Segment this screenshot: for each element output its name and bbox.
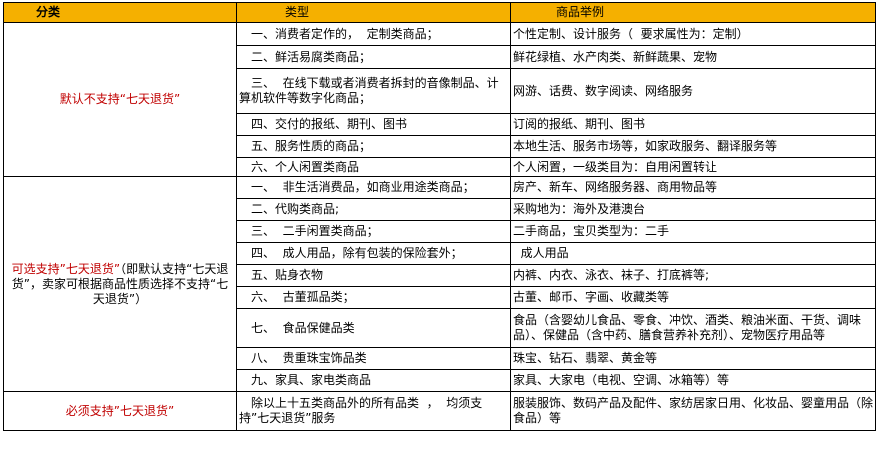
type-cell: 三、 在线下载或者消费者拆封的音像制品、计算机软件等数字化商品； [236, 68, 511, 114]
table-row: 必须支持”七天退货” 除以上十五类商品外的所有品类 ， 均须支持”七天退货”服务服… [3, 391, 876, 431]
example-cell: 食品（含婴幼儿食品、零食、冲饮、酒类、粮油米面、干货、调味品）、保健品（含中药、… [510, 308, 876, 348]
example-cell: 鲜花绿植、水产肉类、新鲜蔬果、宠物 [510, 45, 876, 69]
category-label: 必须支持”七天退货” [65, 403, 175, 418]
table-row: 三、 在线下载或者消费者拆封的音像制品、计算机软件等数字化商品； 网游、话费、数字… [4, 68, 876, 114]
header-category: 分类 [3, 2, 237, 23]
example-cell: 服装服饰、数码产品及配件、家纺居家日用、化妆品、婴童用品（除食品）等 [510, 391, 876, 431]
category-label: 可选支持”七天退货” [11, 261, 121, 276]
category-cell: 默认不支持“七天退货” [3, 22, 237, 177]
category-cell: 可选支持”七天退货”（即默认支持“七天退货”，卖家可根据商品性质选择不支持“七天… [3, 176, 237, 392]
table-row: 二、鲜活易腐类商品； 鲜花绿植、水产肉类、新鲜蔬果、宠物 [4, 45, 876, 69]
example-cell: 采购地为：海外及港澳台 [510, 198, 876, 221]
type-cell: 四、交付的报纸、期刊、图书 [236, 113, 511, 136]
example-cell: 内裤、内衣、泳衣、袜子、打底裤等; [510, 264, 876, 287]
example-cell: 古董、邮币、字画、收藏类等 [510, 286, 876, 309]
table-row: 五、贴身衣物 内裤、内衣、泳衣、袜子、打底裤等; [4, 264, 876, 287]
example-cell: 珠宝、钻石、翡翠、黄金等 [510, 347, 876, 370]
example-cell: 本地生活、服务市场等，如家政服务、翻译服务等 [510, 135, 876, 158]
type-cell: 八、 贵重珠宝饰品类 [236, 347, 511, 370]
type-cell: 六、个人闲置类商品 [236, 157, 511, 177]
table-row: 四、 成人用品，除有包装的保险套外； 成人用品 [4, 242, 876, 265]
table-row: 默认不支持“七天退货” 一、消费者定作的， 定制类商品； 个性定制、设计服务（ 要求… [3, 22, 876, 177]
example-cell: 房产、新车、网络服务器、商用物品等 [510, 176, 876, 199]
type-cell: 二、代购类商品; [236, 198, 511, 221]
example-cell: 个性定制、设计服务（ 要求属性为：定制） [510, 22, 876, 46]
header-examples: 商品举例 [510, 2, 876, 23]
type-cell: 一、 非生活消费品，如商业用途类商品； [236, 176, 511, 199]
type-cell: 除以上十五类商品外的所有品类 ， 均须支持”七天退货”服务 [236, 391, 511, 431]
type-cell: 四、 成人用品，除有包装的保险套外； [236, 242, 511, 265]
example-cell: 网游、话费、数字阅读、网络服务 [510, 68, 876, 114]
type-cell: 二、鲜活易腐类商品； [236, 45, 511, 69]
type-cell: 三、 二手闲置类商品； [236, 220, 511, 243]
example-cell: 家具、大家电（电视、空调、冰箱等）等 [510, 369, 876, 392]
example-cell: 成人用品 [510, 242, 876, 265]
return-policy-table: 分类 类型 商品举例 默认不支持“七天退货” 一、消费者定作的， 定制类商品； 个性… [3, 2, 876, 431]
table-row: 八、 贵重珠宝饰品类 珠宝、钻石、翡翠、黄金等 [4, 347, 876, 370]
example-cell: 订阅的报纸、期刊、图书 [510, 113, 876, 136]
type-cell: 五、服务性质的商品； [236, 135, 511, 158]
example-cell: 个人闲置，一级类目为：自用闲置转让 [510, 157, 876, 177]
category-note: （即默认支持“七天退货”，卖家可根据商品性质选择不支持“七天退货”） [11, 261, 229, 306]
example-cell: 二手商品，宝贝类型为：二手 [510, 220, 876, 243]
table-row: 四、交付的报纸、期刊、图书 订阅的报纸、期刊、图书 [4, 113, 876, 136]
category-cell: 必须支持”七天退货” [3, 391, 237, 431]
table-row: 九、家具、家电类商品 家具、大家电（电视、空调、冰箱等）等 [4, 369, 876, 392]
type-cell: 六、 古董孤品类； [236, 286, 511, 309]
type-cell: 一、消费者定作的， 定制类商品； [236, 22, 511, 46]
type-cell: 九、家具、家电类商品 [236, 369, 511, 392]
type-cell: 五、贴身衣物 [236, 264, 511, 287]
type-cell: 七、 食品保健品类 [236, 308, 511, 348]
table-row: 五、服务性质的商品； 本地生活、服务市场等，如家政服务、翻译服务等 [4, 135, 876, 158]
header-row: 分类 类型 商品举例 [3, 2, 876, 23]
header-type: 类型 [236, 2, 511, 23]
table-row: 七、 食品保健品类 食品（含婴幼儿食品、零食、冲饮、酒类、粮油米面、干货、调味品）… [4, 308, 876, 348]
category-label: 默认不支持“七天退货” [59, 92, 181, 106]
table-row: 可选支持”七天退货”（即默认支持“七天退货”，卖家可根据商品性质选择不支持“七天… [3, 176, 876, 392]
